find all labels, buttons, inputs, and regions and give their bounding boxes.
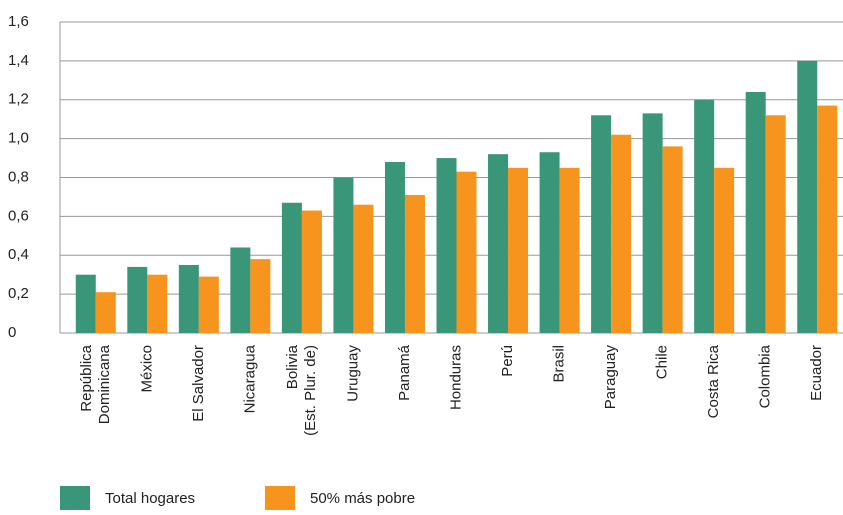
y-tick-label: 0,2 [8, 285, 29, 302]
x-tick-label: Perú [499, 345, 516, 377]
y-tick-label: 0,8 [8, 168, 29, 185]
bar [75, 274, 96, 333]
x-tick-label: Panamá [396, 344, 413, 401]
y-tick-label: 1,2 [8, 91, 29, 108]
y-tick-label: 1,4 [8, 52, 29, 69]
bar [404, 194, 425, 333]
x-tick-label: Paraguay [602, 345, 619, 410]
x-tick-label: Uruguay [344, 345, 361, 402]
x-tick-label: RepúblicaDominicana [78, 344, 113, 424]
bar [250, 259, 271, 333]
bar [488, 154, 509, 333]
bar [281, 202, 302, 333]
x-tick-label: Costa Rica [705, 344, 722, 418]
bar [714, 167, 735, 333]
y-tick-label: 0,6 [8, 207, 29, 224]
x-tick-label: Chile [654, 345, 671, 379]
bar [559, 167, 580, 333]
bar [353, 204, 374, 333]
legend-label: Total hogares [105, 490, 195, 507]
bar [198, 276, 219, 333]
bar [662, 146, 683, 333]
y-tick-label: 0 [8, 324, 16, 341]
bar [642, 113, 663, 333]
bar [230, 247, 251, 333]
y-tick-label: 1,6 [8, 13, 29, 30]
bar [301, 210, 322, 333]
bar [384, 161, 405, 333]
bar [765, 115, 786, 333]
bar [817, 105, 838, 333]
bar [147, 274, 168, 333]
bar [508, 167, 529, 333]
x-tick-label: Ecuador [808, 345, 825, 401]
x-tick-label: Colombia [757, 344, 774, 408]
y-tick-label: 0,4 [8, 246, 29, 263]
bar [127, 266, 148, 333]
x-tick-label: Nicaragua [241, 344, 258, 413]
bar [539, 152, 560, 333]
x-tick-label: Honduras [447, 345, 464, 410]
bar [95, 292, 116, 333]
bar [694, 99, 715, 333]
bar [436, 158, 457, 333]
x-tick-label: Bolivia(Est. Plur. de) [284, 344, 319, 436]
legend-label: 50% más pobre [310, 490, 415, 507]
bar [591, 115, 612, 333]
x-tick-label: México [138, 345, 155, 393]
bar [611, 134, 632, 333]
bar [797, 60, 818, 333]
y-tick-label: 1,0 [8, 130, 29, 147]
x-tick-label: El Salvador [190, 345, 207, 422]
legend-swatch [265, 486, 295, 510]
bar [456, 171, 477, 333]
bar [333, 177, 354, 333]
bar [178, 264, 199, 333]
bar [745, 91, 766, 333]
legend-swatch [60, 486, 90, 510]
x-tick-label: Brasil [551, 345, 568, 383]
